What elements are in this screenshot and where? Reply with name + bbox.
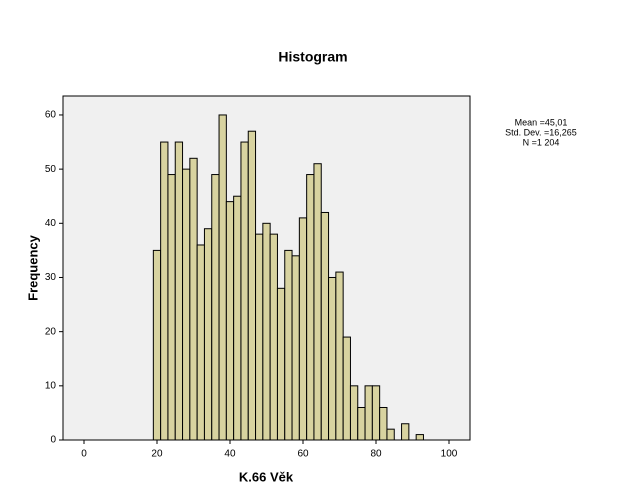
bar [364, 385, 373, 441]
bar [203, 228, 213, 441]
bar [167, 174, 176, 441]
bar [349, 385, 359, 441]
stat-text: N =1 204 [523, 137, 560, 147]
bar [379, 406, 388, 441]
x-tick-label: 100 [441, 449, 458, 460]
bar [218, 114, 227, 441]
bar [211, 174, 220, 441]
x-tick-label: 0 [81, 449, 87, 460]
bar [357, 406, 366, 441]
bar [306, 174, 315, 441]
bar [371, 385, 381, 441]
bar [262, 222, 271, 441]
y-tick-label: 40 [45, 218, 57, 229]
bar [160, 141, 169, 441]
bar [298, 217, 308, 441]
bar [225, 201, 235, 441]
y-axis-label: Frequency [25, 234, 40, 301]
stat-text: Std. Dev. =16,265 [505, 127, 577, 137]
bar [174, 141, 184, 441]
chart-title: Histogram [278, 49, 347, 65]
bar [313, 163, 322, 441]
y-tick-label: 10 [45, 380, 57, 391]
bar [342, 336, 351, 441]
bar [196, 244, 205, 441]
bar [401, 423, 410, 441]
bar [415, 434, 424, 441]
bar [240, 141, 249, 441]
bar [276, 287, 286, 441]
x-tick-label: 20 [151, 449, 163, 460]
bar [255, 233, 264, 441]
y-tick-label: 60 [45, 110, 57, 121]
y-tick-label: 30 [45, 272, 57, 283]
stat-text: Mean =45,01 [515, 117, 568, 127]
x-tick-label: 60 [297, 449, 309, 460]
y-tick-label: 0 [50, 435, 56, 446]
bar [247, 130, 257, 441]
bar [269, 233, 278, 441]
bar [284, 249, 293, 441]
bar [189, 157, 198, 441]
y-tick-label: 50 [45, 164, 57, 175]
x-axis-label: K.66 Věk [239, 469, 294, 484]
bar [386, 428, 395, 441]
bar [182, 168, 191, 441]
y-tick-label: 20 [45, 326, 57, 337]
bar [233, 195, 242, 441]
bar [291, 255, 300, 441]
bar [328, 276, 337, 441]
bar [152, 249, 162, 441]
bar [320, 211, 330, 441]
bar [335, 271, 344, 441]
x-tick-label: 80 [370, 449, 382, 460]
x-tick-label: 40 [224, 449, 236, 460]
